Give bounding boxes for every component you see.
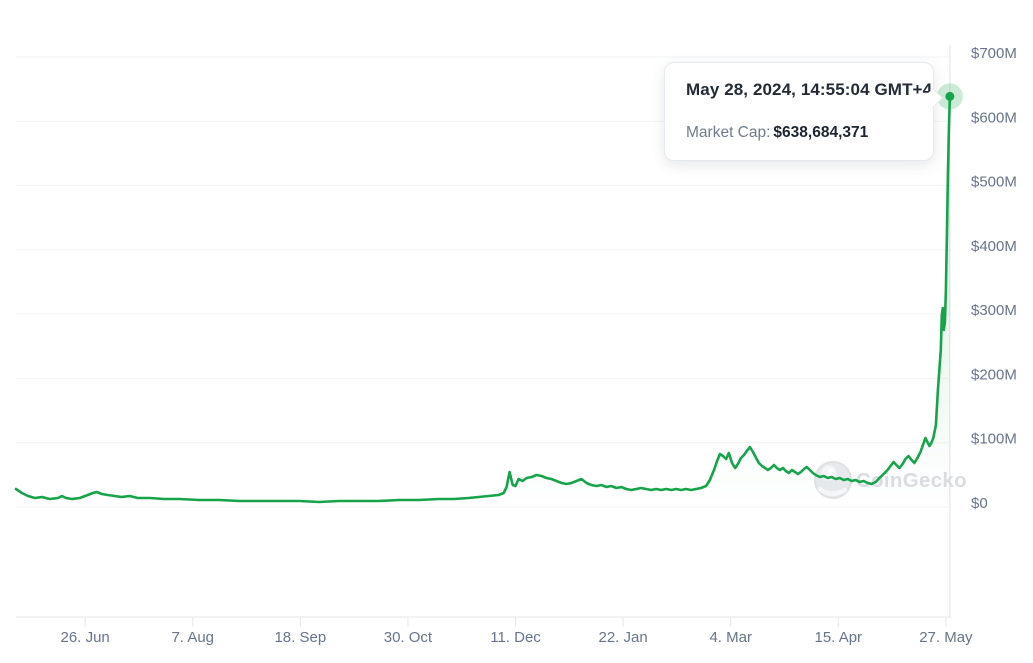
gridlines — [16, 56, 951, 508]
chart-tooltip: May 28, 2024, 14:55:04 GMT+4 Market Cap:… — [664, 62, 943, 161]
x-tick-label: 26. Jun — [61, 629, 110, 646]
x-tick-label: 27. May — [919, 629, 973, 646]
y-tick-label: $200M — [971, 366, 1017, 383]
x-tick-label: 30. Oct — [384, 629, 433, 646]
x-tick-label: 4. Mar — [709, 629, 752, 646]
x-tick-label: 7. Aug — [171, 629, 214, 646]
marker-dot — [945, 91, 955, 101]
x-tick-label: 22. Jan — [599, 629, 648, 646]
y-tick-label: $700M — [971, 45, 1017, 62]
hover-marker-dot — [936, 83, 963, 110]
tooltip-value: $638,684,371 — [773, 124, 869, 141]
x-tick-label: 15. Apr — [815, 629, 863, 646]
x-tick-label: 18. Sep — [274, 629, 326, 646]
y-tick-label: $600M — [971, 109, 1017, 126]
x-tick-label: 11. Dec — [490, 629, 541, 646]
x-axis: 26. Jun 7. Aug 18. Sep 30. Oct 11. Dec 22. Ja… — [16, 616, 973, 646]
series-line — [14, 95, 952, 504]
y-tick-label: $0 — [971, 495, 988, 512]
tooltip-metric-row: Market Cap: $638,684,371 — [686, 124, 913, 142]
y-tick-label: $100M — [971, 431, 1017, 448]
y-tick-label: $300M — [971, 302, 1017, 319]
tooltip-date: May 28, 2024, 14:55:04 GMT+4 — [686, 80, 933, 99]
tooltip-label: Market Cap: — [686, 124, 771, 141]
coingecko-watermark-text: CoinGecko — [856, 469, 967, 492]
y-axis-labels: $700M $600M $500M $400M $300M $200M $100M $0 — [971, 45, 1017, 512]
y-tick-label: $500M — [971, 174, 1017, 191]
y-tick-label: $400M — [971, 238, 1017, 255]
